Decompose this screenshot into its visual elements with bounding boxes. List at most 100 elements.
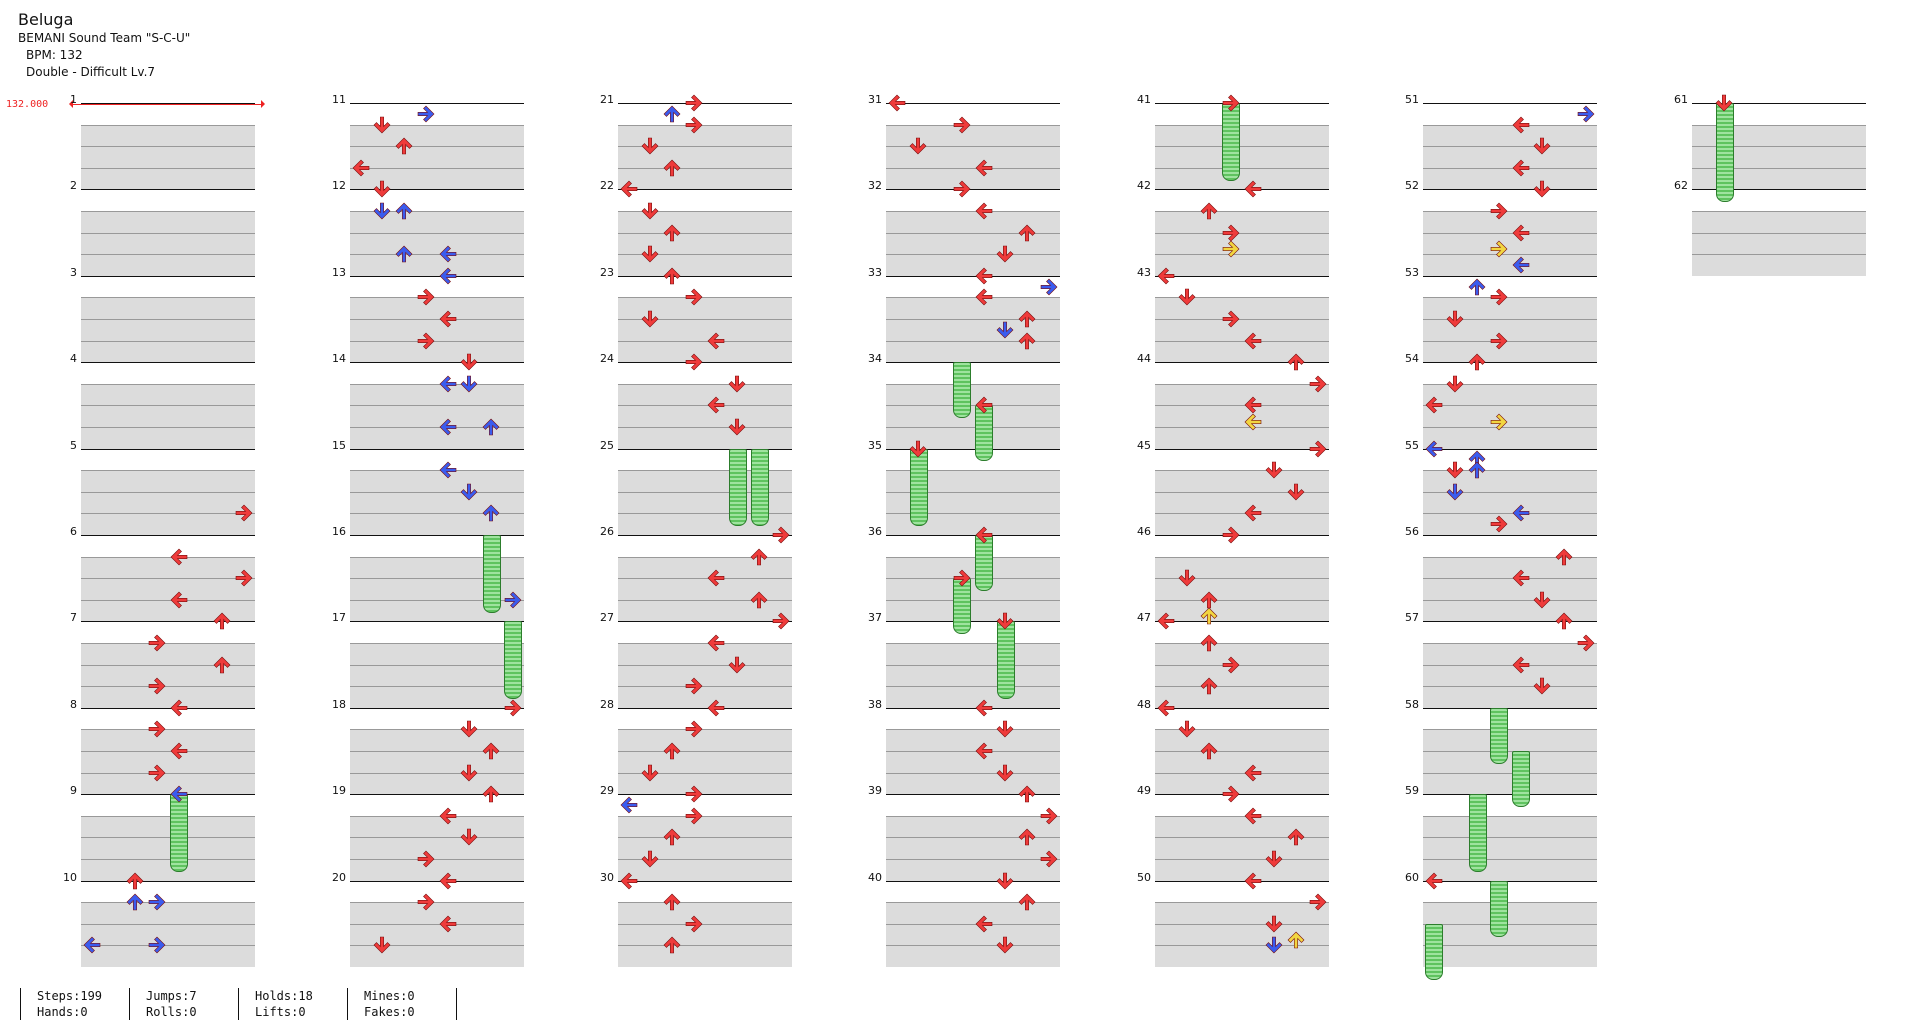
beat-band bbox=[350, 492, 524, 514]
measure-number: 56 bbox=[1405, 525, 1419, 538]
beat-band bbox=[1155, 212, 1329, 233]
arrow-down-icon bbox=[1178, 569, 1196, 587]
chart-column: 41 42 43 44 45 46 47 48 49 50 bbox=[1137, 93, 1329, 971]
beat-band bbox=[350, 298, 524, 320]
beat-line bbox=[81, 815, 255, 817]
beat-line bbox=[1692, 146, 1866, 148]
measure-number: 50 bbox=[1137, 870, 1151, 884]
beat-band bbox=[350, 125, 524, 147]
beat-band bbox=[618, 212, 792, 233]
beat-band bbox=[81, 816, 255, 838]
beat-line bbox=[350, 729, 524, 731]
beat-band bbox=[1423, 471, 1597, 493]
beat-band bbox=[1423, 665, 1597, 687]
beat-line bbox=[1155, 772, 1329, 774]
beat-band bbox=[81, 147, 255, 169]
arrow-left-icon bbox=[1157, 267, 1174, 285]
beat-line bbox=[618, 427, 792, 428]
beat-band bbox=[618, 903, 792, 925]
beat-band bbox=[81, 320, 255, 341]
beat-band bbox=[81, 492, 255, 514]
arrow-up-icon bbox=[663, 936, 681, 954]
arrow-right-icon bbox=[772, 612, 790, 630]
beat-band bbox=[618, 579, 792, 601]
beat-band bbox=[81, 255, 255, 277]
measure-number: 36 bbox=[868, 525, 882, 538]
beat-band bbox=[1155, 168, 1329, 190]
arrow-left-icon bbox=[975, 699, 992, 717]
measure-line bbox=[1423, 275, 1597, 277]
arrow-up-icon bbox=[1018, 224, 1036, 241]
beat-band bbox=[1423, 212, 1597, 233]
beat-line bbox=[618, 859, 792, 860]
arrow-up-icon bbox=[1200, 202, 1218, 220]
beat-band bbox=[1423, 600, 1597, 622]
measure-line bbox=[886, 362, 1060, 364]
beat-line bbox=[1155, 383, 1329, 385]
beat-line bbox=[886, 254, 1060, 256]
beat-band bbox=[618, 600, 792, 622]
arrow-up-icon bbox=[482, 418, 500, 436]
arrow-right-icon bbox=[1222, 224, 1240, 242]
hold-note bbox=[1425, 923, 1443, 980]
measure-number: 48 bbox=[1137, 697, 1151, 711]
measure-number: 58 bbox=[1405, 697, 1419, 711]
beat-line bbox=[81, 319, 255, 320]
beat-band bbox=[1423, 773, 1597, 795]
beat-band bbox=[1423, 816, 1597, 838]
beat-line bbox=[350, 945, 524, 947]
beat-line bbox=[350, 513, 524, 515]
arrow-left-icon bbox=[170, 785, 187, 803]
hold-note bbox=[728, 448, 747, 527]
measure-line bbox=[1155, 621, 1329, 623]
beat-band bbox=[350, 816, 524, 838]
beat-line bbox=[1692, 167, 1866, 169]
measure-line bbox=[618, 880, 792, 882]
arrow-right-icon bbox=[417, 105, 435, 123]
beat-band bbox=[350, 600, 524, 622]
arrow-down-icon bbox=[1178, 289, 1196, 306]
beat-band bbox=[1155, 946, 1329, 968]
hold-note bbox=[1490, 707, 1509, 764]
beat-line bbox=[886, 599, 1060, 601]
beat-band bbox=[1155, 752, 1329, 773]
beat-line bbox=[1155, 664, 1329, 666]
beat-band bbox=[886, 773, 1060, 795]
measure-number: 61 bbox=[1674, 93, 1688, 106]
measure-line bbox=[350, 535, 524, 536]
measure-line bbox=[81, 362, 255, 364]
beat-line bbox=[1155, 254, 1329, 256]
measure-line bbox=[1155, 362, 1329, 364]
arrow-right-icon bbox=[1040, 850, 1058, 868]
beat-line bbox=[350, 211, 524, 212]
beat-line bbox=[81, 383, 255, 385]
beat-line bbox=[1423, 340, 1597, 342]
arrow-down-icon bbox=[1533, 181, 1551, 198]
beat-band bbox=[618, 168, 792, 190]
arrow-left-icon bbox=[707, 699, 724, 717]
beat-line bbox=[350, 232, 524, 234]
arrow-up-icon bbox=[663, 267, 681, 285]
arrow-left-icon bbox=[620, 796, 637, 814]
beat-band bbox=[618, 147, 792, 169]
arrow-left-icon bbox=[1244, 332, 1261, 350]
arrow-left-icon bbox=[975, 288, 992, 306]
beat-line bbox=[886, 556, 1060, 558]
beat-line bbox=[618, 923, 792, 925]
beat-band bbox=[350, 233, 524, 255]
arrow-up-icon bbox=[1200, 742, 1218, 760]
beat-band bbox=[618, 816, 792, 838]
beat-band bbox=[1423, 428, 1597, 449]
beat-line bbox=[350, 837, 524, 839]
arrow-left-icon bbox=[620, 872, 637, 890]
beat-band bbox=[1155, 514, 1329, 536]
measure-line bbox=[618, 275, 792, 277]
beat-band bbox=[81, 406, 255, 428]
arrow-right-icon bbox=[417, 288, 435, 306]
arrow-left-icon bbox=[707, 396, 724, 414]
measure-number: 18 bbox=[332, 697, 346, 711]
arrow-right-icon bbox=[685, 116, 703, 134]
arrow-down-icon bbox=[728, 418, 746, 436]
beat-line bbox=[618, 383, 792, 385]
arrow-up-icon bbox=[1468, 353, 1486, 371]
